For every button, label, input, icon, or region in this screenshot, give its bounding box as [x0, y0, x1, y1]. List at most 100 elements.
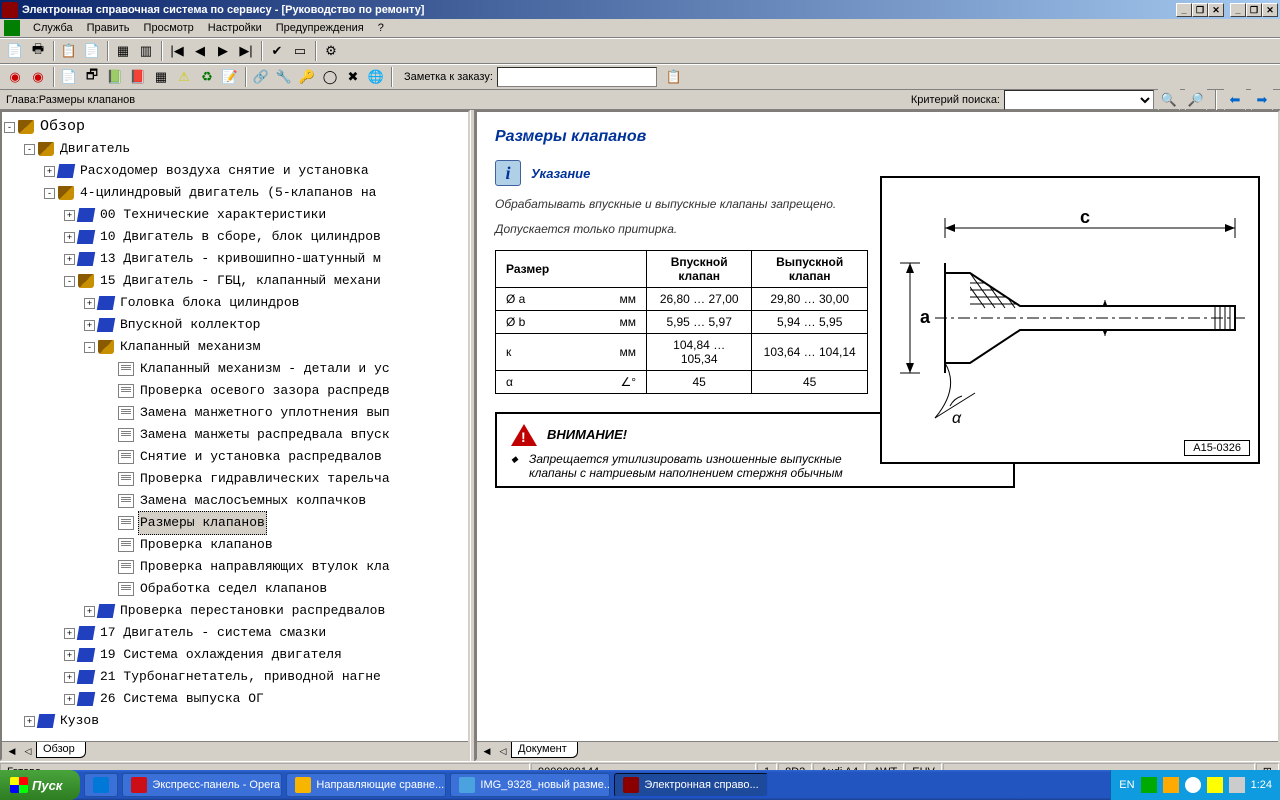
tree-node[interactable]: -4-цилиндровый двигатель (5-клапанов на: [4, 182, 466, 204]
collapse-icon[interactable]: -: [64, 276, 75, 287]
collapse-icon[interactable]: -: [24, 144, 35, 155]
expand-icon[interactable]: +: [64, 210, 75, 221]
tb2-warning-icon[interactable]: ⚠: [173, 66, 195, 88]
tb2-save-note-icon[interactable]: 📋: [663, 66, 685, 88]
taskbar-item[interactable]: Экспресс-панель - Opera: [122, 773, 282, 797]
tb2-forward-icon[interactable]: ◉: [27, 66, 49, 88]
menu-?[interactable]: ?: [371, 20, 391, 36]
taskbar-item[interactable]: IMG_9328_новый разме...: [450, 773, 610, 797]
expand-icon[interactable]: +: [64, 232, 75, 243]
close-button[interactable]: ✕: [1208, 3, 1224, 17]
tree-node[interactable]: +26 Система выпуска ОГ: [4, 688, 466, 710]
expand-icon[interactable]: +: [64, 628, 75, 639]
lang-indicator[interactable]: EN: [1119, 779, 1134, 791]
tb-modules-icon[interactable]: ▦: [112, 40, 134, 62]
tb2-recycle-icon[interactable]: ♻: [196, 66, 218, 88]
expand-icon[interactable]: +: [64, 672, 75, 683]
menu-править[interactable]: Править: [80, 20, 137, 36]
tray-clock[interactable]: 1:24: [1251, 779, 1272, 791]
tree-node[interactable]: -Клапанный механизм: [4, 336, 466, 358]
nav-left-icon[interactable]: ⬅: [1224, 89, 1246, 111]
tree-node[interactable]: Проверка клапанов: [4, 534, 466, 556]
tb-favorites-icon[interactable]: ▥: [135, 40, 157, 62]
tb-paste-icon[interactable]: 📄: [81, 40, 103, 62]
tree-node[interactable]: +10 Двигатель в сборе, блок цилиндров: [4, 226, 466, 248]
tb2-globe-icon[interactable]: 🌐: [365, 66, 387, 88]
collapse-icon[interactable]: -: [4, 122, 15, 133]
tree-node[interactable]: Проверка направляющих втулок кла: [4, 556, 466, 578]
tree-node[interactable]: Снятие и установка распредвалов: [4, 446, 466, 468]
taskbar-item[interactable]: [84, 773, 118, 797]
tree-node[interactable]: +19 Система охлаждения двигателя: [4, 644, 466, 666]
tb-flag-icon[interactable]: ▭: [289, 40, 311, 62]
expand-icon[interactable]: +: [64, 650, 75, 661]
search-criteria-select[interactable]: [1004, 90, 1154, 110]
tb-config-icon[interactable]: ⚙: [320, 40, 342, 62]
tree-node[interactable]: -15 Двигатель - ГБЦ, клапанный механи: [4, 270, 466, 292]
tree-node[interactable]: Замена манжетного уплотнения вып: [4, 402, 466, 424]
tree-node[interactable]: +21 Турбонагнетатель, приводной нагне: [4, 666, 466, 688]
collapse-icon[interactable]: -: [44, 188, 55, 199]
tree-node[interactable]: -Обзор: [4, 116, 466, 138]
search-binoculars-icon[interactable]: 🔍: [1158, 89, 1180, 111]
tb2-grid-icon[interactable]: ▦: [150, 66, 172, 88]
tb2-x-icon[interactable]: ✖: [342, 66, 364, 88]
menu-просмотр[interactable]: Просмотр: [137, 20, 201, 36]
expand-icon[interactable]: +: [84, 606, 95, 617]
tree-node[interactable]: +Головка блока цилиндров: [4, 292, 466, 314]
tb2-wrench-icon[interactable]: 🔧: [273, 66, 295, 88]
collapse-icon[interactable]: -: [84, 342, 95, 353]
nav-tree[interactable]: -Обзор-Двигатель+Расходомер воздуха снят…: [2, 112, 468, 741]
tree-node[interactable]: -Двигатель: [4, 138, 466, 160]
tb-print-icon[interactable]: 🖶: [27, 40, 49, 62]
tb-next-icon[interactable]: ▶: [212, 40, 234, 62]
mdi-restore-button[interactable]: ❐: [1246, 3, 1262, 17]
tree-node[interactable]: Клапанный механизм - детали и ус: [4, 358, 466, 380]
tb-last-icon[interactable]: ▶|: [235, 40, 257, 62]
tree-node[interactable]: Размеры клапанов: [4, 512, 466, 534]
tb2-doc-icon[interactable]: 📄: [58, 66, 80, 88]
tree-node[interactable]: +Проверка перестановки распредвалов: [4, 600, 466, 622]
tb-prev-icon[interactable]: ◀: [189, 40, 211, 62]
tb2-link-icon[interactable]: 🔗: [250, 66, 272, 88]
tb-new-icon[interactable]: 📄: [4, 40, 26, 62]
expand-icon[interactable]: +: [44, 166, 55, 177]
maximize-button[interactable]: ❐: [1192, 3, 1208, 17]
tb2-key-icon[interactable]: 🔑: [296, 66, 318, 88]
tb2-note-icon[interactable]: 📝: [219, 66, 241, 88]
tree-node[interactable]: +Расходомер воздуха снятие и установка: [4, 160, 466, 182]
tb2-book-icon[interactable]: 📗: [104, 66, 126, 88]
expand-icon[interactable]: +: [84, 298, 95, 309]
tb-check-icon[interactable]: ✔: [266, 40, 288, 62]
expand-icon[interactable]: +: [64, 694, 75, 705]
tree-node[interactable]: +Впускной коллектор: [4, 314, 466, 336]
tray-icon-1[interactable]: [1141, 777, 1157, 793]
tb2-circle-icon[interactable]: ◯: [319, 66, 341, 88]
tab-nav-first-icon[interactable]: ◀: [4, 743, 20, 759]
tree-node[interactable]: +00 Технические характеристики: [4, 204, 466, 226]
expand-icon[interactable]: +: [64, 254, 75, 265]
mdi-minimize-button[interactable]: _: [1230, 3, 1246, 17]
nav-right-icon[interactable]: ➡: [1251, 89, 1273, 111]
tb2-book2-icon[interactable]: 📕: [127, 66, 149, 88]
tray-icon-3[interactable]: [1185, 777, 1201, 793]
tree-node[interactable]: +Кузов: [4, 710, 466, 732]
tab-nav-first-icon[interactable]: ◀: [479, 743, 495, 759]
tray-volume-icon[interactable]: [1229, 777, 1245, 793]
expand-icon[interactable]: +: [24, 716, 35, 727]
tb2-cascade-icon[interactable]: 🗗: [81, 66, 103, 88]
tab-nav-prev-icon[interactable]: ◁: [495, 743, 511, 759]
menu-настройки[interactable]: Настройки: [201, 20, 269, 36]
minimize-button[interactable]: _: [1176, 3, 1192, 17]
tree-node[interactable]: Проверка осевого зазора распредв: [4, 380, 466, 402]
mdi-close-button[interactable]: ✕: [1262, 3, 1278, 17]
search-next-icon[interactable]: 🔎: [1185, 89, 1207, 111]
tray-icon-2[interactable]: [1163, 777, 1179, 793]
right-tab-document[interactable]: Документ: [511, 742, 578, 758]
start-button[interactable]: Пуск: [0, 770, 80, 800]
tray-shield-icon[interactable]: [1207, 777, 1223, 793]
tb-first-icon[interactable]: |◀: [166, 40, 188, 62]
tab-nav-prev-icon[interactable]: ◁: [20, 743, 36, 759]
tree-node[interactable]: +13 Двигатель - кривошипно-шатунный м: [4, 248, 466, 270]
tb-copy-icon[interactable]: 📋: [58, 40, 80, 62]
